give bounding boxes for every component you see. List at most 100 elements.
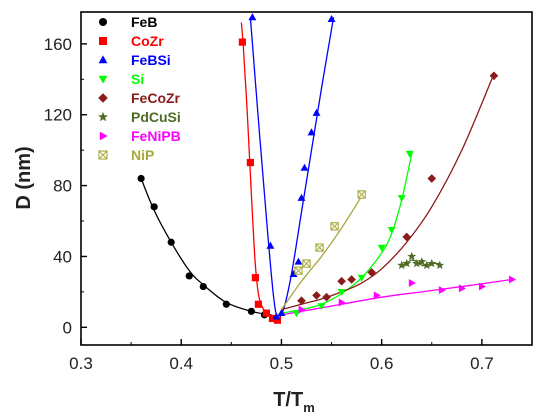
legend-item-fecozr: FeCoZr (98, 90, 181, 106)
x-tick-label: 0.5 (270, 354, 294, 373)
point-fecozr (312, 291, 321, 300)
point-febsi (248, 13, 257, 21)
box-x-cross (357, 190, 366, 199)
point-fenipb (373, 291, 381, 300)
y-tick-label: 120 (44, 106, 72, 125)
point-cozr (246, 158, 254, 167)
point-febsi (300, 163, 309, 171)
point-feb (247, 307, 255, 315)
box-x-cross (98, 150, 108, 160)
box-x-cross (302, 259, 311, 268)
point-fecozr (347, 275, 356, 284)
legend-marker-nip (98, 150, 108, 160)
point-fenipb (509, 275, 517, 284)
legend-item-febsi: FeBSi (98, 52, 171, 68)
point-si (292, 310, 301, 318)
point-si (357, 274, 366, 282)
x-tick-label: 0.6 (370, 354, 394, 373)
point-si (317, 303, 326, 311)
point-febsi (266, 241, 275, 249)
point-si (377, 244, 386, 252)
point-fecozr (322, 292, 331, 302)
point-fenipb (298, 305, 306, 314)
legend-marker-fenipb (99, 131, 108, 141)
point-feb (222, 300, 230, 308)
legend-label-pdcusi: PdCuSi (131, 109, 181, 125)
box-x-cross (315, 243, 324, 252)
legend-marker-feb (99, 18, 107, 26)
box-x-cross (330, 222, 339, 231)
point-cozr (268, 314, 277, 323)
legend-marker-fecozr (98, 93, 108, 103)
point-cozr (273, 316, 282, 324)
x-axis-title-subscript: m (303, 400, 315, 415)
point-nip (330, 222, 339, 231)
x-tick-label: 0.3 (69, 354, 93, 373)
point-cozr (262, 309, 271, 317)
x-tick-label: 0.7 (470, 354, 494, 373)
point-si (405, 150, 414, 158)
x-axis-title-main: T/T (273, 389, 303, 411)
fit-curve-nip (280, 195, 363, 310)
point-fenipb (408, 279, 416, 287)
point-nip (294, 266, 303, 275)
point-febsi (277, 308, 286, 316)
box-x-cross (294, 266, 303, 275)
legend-label-cozr: CoZr (131, 33, 164, 49)
point-feb (137, 174, 145, 183)
point-fecozr (489, 71, 499, 81)
point-cozr (251, 274, 259, 282)
legend: FeB CoZr FeBSi Si FeCoZr PdCuSi FeNiPB NiP (98, 14, 181, 163)
point-pdcusi (397, 260, 407, 270)
legend-item-fenipb: FeNiPB (99, 128, 181, 144)
point-si (387, 226, 396, 235)
legend-item-si: Si (98, 71, 144, 87)
point-fenipb (479, 282, 487, 291)
point-cozr (254, 300, 262, 308)
point-febsi (294, 257, 303, 265)
point-fenipb (438, 286, 446, 295)
legend-item-feb: FeB (99, 14, 157, 30)
y-tick-label: 40 (53, 247, 72, 266)
point-pdcusi (422, 260, 432, 270)
legend-label-nip: NiP (131, 147, 154, 163)
point-pdcusi (417, 257, 427, 266)
point-fenipb (458, 284, 466, 293)
legend-item-pdcusi: PdCuSi (98, 109, 181, 125)
point-nip (315, 243, 324, 252)
point-febsi (312, 108, 321, 116)
point-fecozr (427, 174, 437, 183)
x-tick-label: 0.4 (169, 354, 193, 373)
point-pdcusi (427, 258, 437, 268)
point-pdcusi (407, 251, 417, 261)
point-pdcusi (435, 260, 445, 270)
point-fecozr (297, 296, 306, 306)
legend-label-fecozr: FeCoZr (131, 90, 181, 106)
legend-marker-si (98, 75, 108, 84)
point-feb (185, 272, 193, 280)
point-fecozr (367, 268, 376, 277)
legend-label-fenipb: FeNiPB (131, 128, 181, 144)
point-nip (357, 190, 366, 199)
legend-item-cozr: CoZr (99, 33, 164, 49)
point-fecozr (402, 232, 412, 242)
point-feb (199, 282, 207, 291)
point-fecozr (337, 276, 346, 286)
point-feb (167, 238, 175, 246)
point-cozr (238, 38, 246, 46)
legend-marker-febsi (98, 55, 108, 64)
legend-label-si: Si (131, 71, 144, 87)
point-pdcusi (412, 258, 422, 268)
fit-curve-fecozr (281, 73, 495, 311)
legend-item-nip: NiP (98, 147, 154, 163)
y-axis-title: D (nm) (13, 146, 35, 209)
point-si (397, 195, 406, 203)
data-points (137, 13, 517, 324)
y-tick-label: 80 (53, 177, 72, 196)
legend-label-feb: FeB (131, 14, 157, 30)
axis-ticks: 0.3 0.4 0.5 0.6 0.7 0 40 80 120 160 (44, 35, 533, 373)
point-si (337, 288, 346, 297)
point-febsi (307, 128, 316, 136)
point-febsi (327, 14, 336, 22)
